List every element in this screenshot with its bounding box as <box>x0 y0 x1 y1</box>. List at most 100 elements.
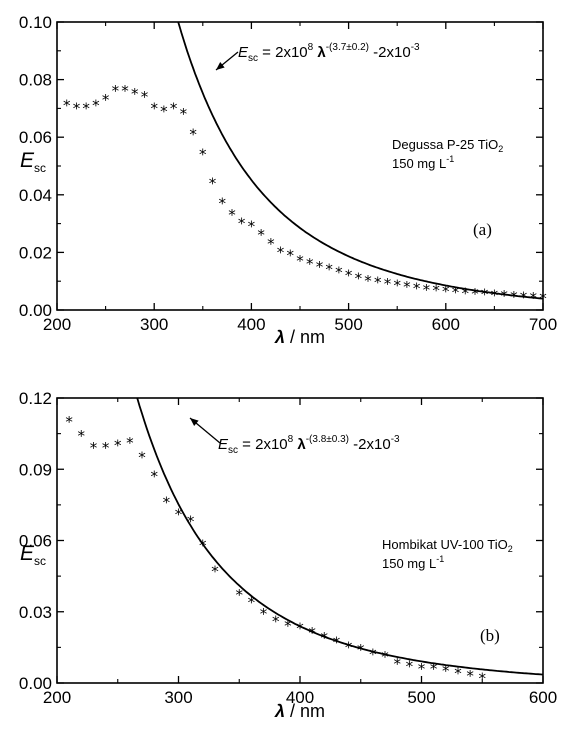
data-point: * <box>228 206 236 224</box>
data-point: * <box>461 284 469 302</box>
y-tick-label: 0.02 <box>19 243 52 262</box>
x-axis-label: λ / nm <box>274 327 325 347</box>
data-point: * <box>260 605 268 623</box>
concentration-label: 150 mg L-1 <box>382 554 444 571</box>
fit-curve <box>177 22 543 300</box>
data-point: * <box>73 99 81 117</box>
data-point: * <box>452 284 460 302</box>
data-point: * <box>150 99 158 117</box>
data-point: * <box>321 629 329 647</box>
data-point: * <box>403 278 411 296</box>
y-axis-label: Esc <box>20 542 46 568</box>
data-point: * <box>413 279 421 297</box>
data-point: * <box>287 246 295 264</box>
data-point: * <box>333 634 341 652</box>
data-point: * <box>369 646 377 664</box>
x-tick-label: 300 <box>140 315 168 334</box>
data-point: * <box>442 662 450 680</box>
data-point: * <box>296 619 304 637</box>
data-point: * <box>180 105 188 123</box>
data-point: * <box>138 448 146 466</box>
data-point: * <box>126 434 134 452</box>
data-point: * <box>112 82 120 100</box>
x-tick-label: 600 <box>432 315 460 334</box>
plot-frame <box>56 397 544 684</box>
data-point: * <box>345 266 353 284</box>
x-tick-label: 500 <box>334 315 362 334</box>
data-point: * <box>316 258 324 276</box>
panel-a: 200 300 400 500 600 700 0.00 0.02 0.04 0.06 0.08 0.… <box>19 13 557 347</box>
x-tick-label: 400 <box>286 688 314 707</box>
data-point: * <box>63 97 71 115</box>
data-point: * <box>471 285 479 303</box>
data-point: * <box>121 82 129 100</box>
y-tick-label: 0.09 <box>19 460 52 479</box>
data-point: * <box>209 174 217 192</box>
sample-label: Hombikat UV-100 TiO2 <box>382 537 513 554</box>
data-point: * <box>335 264 343 282</box>
fit-curve <box>136 398 543 676</box>
data-point: * <box>90 439 98 457</box>
data-point: * <box>199 145 207 163</box>
sample-label: Degussa P-25 TiO2 <box>392 137 503 154</box>
data-point: * <box>355 269 363 287</box>
data-point: * <box>267 235 275 253</box>
data-point: * <box>131 85 139 103</box>
y-tick-label: 0.08 <box>19 71 52 90</box>
y-tick-label: 0.00 <box>19 674 52 693</box>
data-point: * <box>384 275 392 293</box>
data-point: * <box>257 226 265 244</box>
data-point: * <box>248 593 256 611</box>
data-point: * <box>296 252 304 270</box>
data-point: * <box>481 286 489 304</box>
data-point: * <box>82 99 90 117</box>
data-point: * <box>418 660 426 678</box>
data-point: * <box>170 99 178 117</box>
data-point: * <box>78 427 86 445</box>
data-point: * <box>423 281 431 299</box>
data-point: * <box>442 282 450 300</box>
data-point: * <box>530 289 538 307</box>
data-point: * <box>466 667 474 685</box>
data-point: * <box>102 91 110 109</box>
data-point: * <box>520 288 528 306</box>
data-point: * <box>272 612 280 630</box>
data-point: * <box>393 655 401 673</box>
data-point: * <box>500 287 508 305</box>
plot-frame <box>56 21 544 311</box>
concentration-label: 150 mg L-1 <box>392 154 454 171</box>
data-point: * <box>432 281 440 299</box>
data-point: * <box>248 217 256 235</box>
x-tick-label: 700 <box>529 315 557 334</box>
data-point: * <box>308 624 316 642</box>
data-point: * <box>238 215 246 233</box>
data-point: * <box>306 255 314 273</box>
x-tick-label: 500 <box>407 688 435 707</box>
data-point: * <box>454 665 462 683</box>
y-tick-label: 0.03 <box>19 603 52 622</box>
data-point: * <box>92 97 100 115</box>
data-point: * <box>325 261 333 279</box>
data-point: * <box>393 277 401 295</box>
data-point: * <box>65 413 73 431</box>
y-axis-label: Esc <box>20 149 46 175</box>
data-point: * <box>160 102 168 120</box>
fit-equation: Esc = 2x108 λ-(3.8±0.3) -2x10-3 <box>218 434 400 456</box>
data-point: * <box>114 437 122 455</box>
annotation-arrowhead <box>190 418 199 426</box>
y-tick-label: 0.10 <box>19 13 52 32</box>
data-point: * <box>187 513 195 531</box>
y-tick-label: 0.06 <box>19 532 52 551</box>
y-tick-label: 0.00 <box>19 301 52 320</box>
y-tick-label: 0.04 <box>19 186 52 205</box>
x-tick-label: 600 <box>529 688 557 707</box>
data-point: * <box>284 617 292 635</box>
y-tick-label: 0.06 <box>19 128 52 147</box>
data-point: * <box>510 288 518 306</box>
data-point: * <box>211 562 219 580</box>
y-tick-label: 0.12 <box>19 389 52 408</box>
data-point: * <box>277 243 285 261</box>
annotation-arrowhead <box>216 62 225 70</box>
